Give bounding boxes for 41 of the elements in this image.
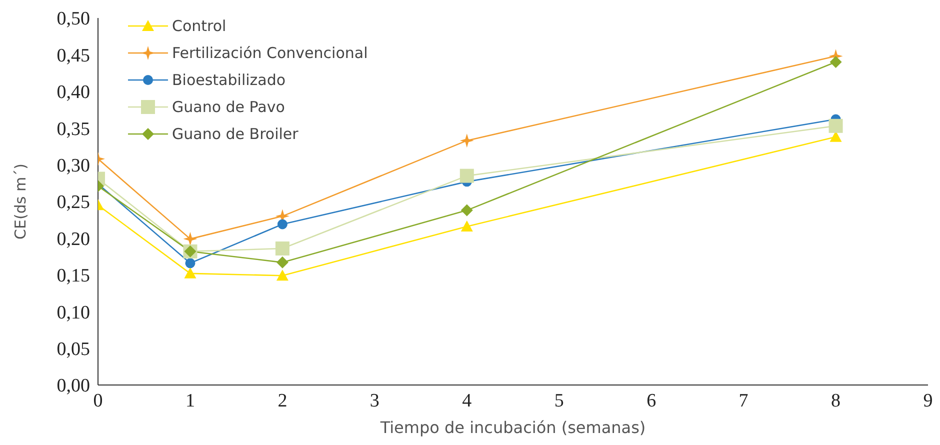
y-tick-label: 0,10 [56, 302, 90, 324]
y-tick-label: 0,25 [56, 192, 90, 214]
point [460, 134, 474, 148]
legend-label: Guano de Broiler [172, 124, 298, 142]
point [460, 168, 474, 183]
x-tick-label: 2 [278, 390, 288, 412]
legend-label: Fertilización Convencional [172, 44, 368, 62]
point [185, 258, 196, 268]
x-tick-label: 0 [93, 390, 103, 412]
point [184, 267, 196, 278]
point [183, 232, 198, 246]
y-tick-label: 0,30 [56, 156, 90, 177]
point [276, 270, 288, 281]
y-tick-label: 0,00 [56, 376, 90, 397]
point [460, 220, 473, 232]
y-tick-label: 0,40 [56, 82, 90, 104]
x-tick-label: 5 [554, 390, 564, 412]
legend-label: Bioestabilizado [172, 70, 286, 88]
legend-label: Guano de Pavo [172, 98, 285, 116]
x-tick-label: 4 [462, 390, 472, 412]
x-tick-label: 7 [738, 390, 748, 412]
x-tick-label: 1 [185, 390, 195, 412]
point [275, 241, 290, 256]
x-tick-label: 3 [370, 390, 380, 412]
y-tick-label: 0,45 [56, 45, 90, 66]
point [830, 56, 842, 68]
y-tick-label: 0,05 [56, 339, 90, 360]
x-tick-label: 6 [646, 390, 656, 412]
x-tick-label: 9 [923, 390, 933, 412]
point [828, 118, 843, 133]
x-axis-title: Tiempo de incubación (semanas) [379, 418, 646, 437]
x-tick-label: 8 [831, 390, 841, 412]
y-tick-label: 0,35 [56, 118, 90, 140]
point [276, 256, 288, 268]
y-tick-label: 0,20 [56, 228, 90, 250]
y-axis-title: CE(ds m´) [11, 164, 30, 240]
legend-label: Control [172, 16, 226, 34]
point [460, 204, 473, 216]
y-tick-label: 0,50 [56, 8, 90, 30]
y-tick-label: 0,15 [56, 266, 90, 287]
point [277, 219, 288, 230]
